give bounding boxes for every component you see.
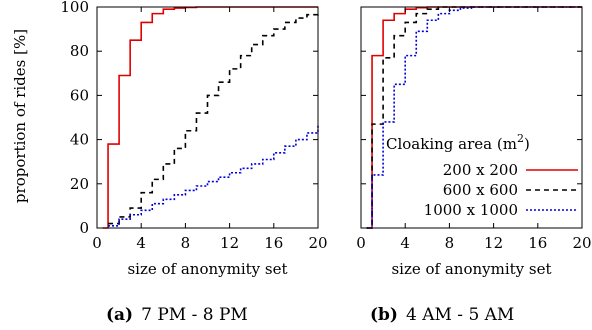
legend-title-close: ) (524, 135, 530, 153)
y-axis-label: proportion of rides [%] (11, 29, 29, 203)
x-tick-label: 20 (308, 234, 327, 252)
chart-panel-b: 0 4 8 12 16 20 size of anonymity set (b) 4 AM - … (356, 6, 592, 325)
legend-label: 600 x 600 (443, 181, 518, 199)
legend-title: Cloaking area (m2) (386, 132, 530, 153)
plot-frame (360, 6, 583, 229)
y-tick-label: 20 (70, 175, 89, 193)
x-tick-label: 0 (92, 234, 102, 252)
x-axis-label: size of anonymity set (127, 260, 287, 278)
series-line-0 (366, 6, 582, 229)
caption-letter: (a) (106, 305, 133, 325)
caption-text: 4 AM - 5 AM (406, 305, 514, 325)
legend-label: 200 x 200 (443, 161, 518, 179)
series-line-2 (108, 124, 319, 227)
legend-title-text: Cloaking area (m (386, 135, 517, 153)
panel-caption: (a) 7 PM - 8 PM (106, 305, 248, 325)
x-tick-label: 4 (400, 234, 410, 252)
x-tick-label: 8 (181, 234, 191, 252)
series-line-0 (102, 6, 318, 229)
y-tick-label: 60 (70, 86, 89, 104)
y-tick-label: 40 (70, 131, 89, 149)
caption-text: 7 PM - 8 PM (141, 305, 248, 325)
legend-title-sup: 2 (517, 132, 524, 145)
plot-frame (96, 6, 319, 229)
panel-caption: (b) 4 AM - 5 AM (370, 305, 514, 325)
legend-label: 1000 x 1000 (424, 201, 518, 219)
x-tick-label: 16 (528, 234, 547, 252)
x-tick-label: 20 (572, 234, 591, 252)
x-axis-label: size of anonymity set (391, 260, 551, 278)
series-line-2 (366, 6, 582, 229)
y-tick-label: 100 (60, 0, 89, 16)
chart-panel-a: 0 4 8 12 16 20 0 20 40 60 80 100 size of anonymity s… (60, 0, 327, 325)
x-tick-label: 16 (264, 234, 283, 252)
x-tick-label: 0 (356, 234, 366, 252)
series-line-1 (366, 6, 582, 229)
x-tick-label: 4 (136, 234, 146, 252)
x-tick-label: 8 (445, 234, 455, 252)
y-tick-label: 0 (79, 219, 89, 237)
caption-letter: (b) (370, 305, 398, 325)
x-tick-label: 12 (220, 234, 239, 252)
series-line-1 (108, 11, 319, 225)
legend: Cloaking area (m2) 200 x 200 600 x 600 1000… (386, 132, 578, 219)
y-tick-label: 80 (70, 42, 89, 60)
x-tick-label: 12 (484, 234, 503, 252)
